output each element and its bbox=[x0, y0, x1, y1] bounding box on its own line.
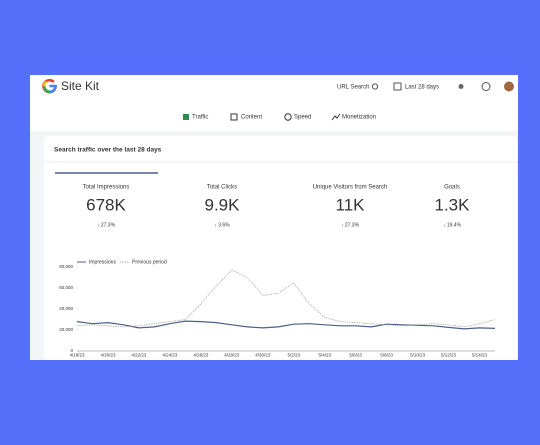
x-tick-label: 4/28/23 bbox=[224, 353, 240, 358]
x-tick-label: 4/26/23 bbox=[193, 353, 209, 358]
tab[interactable]: Monetization bbox=[342, 115, 376, 121]
line-series bbox=[76, 269, 496, 328]
tab[interactable]: Traffic bbox=[192, 115, 208, 121]
metric-label: Total Clicks bbox=[207, 185, 237, 191]
metric-change: ↓ 3.6% bbox=[214, 222, 230, 228]
x-tick-label: 5/8/23 bbox=[380, 353, 393, 358]
metric-label: Total Impressions bbox=[83, 185, 130, 191]
calendar-icon[interactable] bbox=[393, 82, 402, 91]
legend-label: Impressions bbox=[89, 259, 116, 265]
card-title: Search traffic over the last 28 days bbox=[54, 147, 162, 154]
metric-value: 9.9K bbox=[205, 195, 241, 214]
search-icon[interactable] bbox=[371, 83, 379, 90]
y-tick-label: 60,000 bbox=[59, 285, 73, 290]
tab-bar bbox=[30, 101, 518, 131]
line-series bbox=[76, 320, 496, 330]
tab[interactable]: Content bbox=[241, 115, 262, 121]
chart: 0 20,000 40,000 60,000 80,000 4/18/23 4/20/23 4… bbox=[59, 259, 496, 358]
x-tick-label: 4/22/23 bbox=[131, 353, 147, 358]
x-tick-label: 5/10/23 bbox=[410, 353, 426, 358]
google-logo bbox=[42, 78, 57, 94]
metric-change: ↓ 19.4% bbox=[443, 222, 462, 228]
x-tick-label: 5/14/23 bbox=[472, 353, 488, 358]
tab[interactable]: Speed bbox=[294, 115, 311, 121]
metric-change: ↓ 27.3% bbox=[341, 222, 360, 228]
app-title: Site Kit bbox=[61, 79, 100, 93]
add-user-icon[interactable] bbox=[458, 84, 464, 89]
x-tick-label: 5/2/23 bbox=[287, 353, 300, 358]
tab-icon bbox=[230, 113, 238, 121]
top-bar bbox=[30, 75, 518, 101]
metric-label: Goals bbox=[444, 185, 460, 191]
metric-change: ↓ 27.3% bbox=[97, 222, 116, 228]
metric-value: 11K bbox=[336, 195, 366, 214]
x-tick-label: 4/18/23 bbox=[69, 353, 85, 358]
x-tick-label: 4/20/23 bbox=[100, 353, 116, 358]
url-search[interactable]: URL Search bbox=[337, 85, 369, 91]
legend-label: Previous period bbox=[132, 259, 167, 265]
y-tick-label: 20,000 bbox=[59, 327, 73, 332]
x-tick-label: 5/6/23 bbox=[349, 353, 362, 358]
date-range[interactable]: Last 28 days bbox=[405, 85, 439, 91]
help-icon[interactable] bbox=[481, 82, 491, 91]
x-tick-label: 5/12/23 bbox=[441, 353, 457, 358]
x-tick-label: 4/30/23 bbox=[255, 353, 271, 358]
metric-value: 1.3K bbox=[435, 195, 471, 214]
card bbox=[44, 136, 517, 360]
avatar[interactable] bbox=[504, 81, 514, 92]
tab-icon bbox=[183, 114, 189, 120]
metric-value: 678K bbox=[86, 195, 126, 214]
metrics: Total Impressions 678K ↓ 27.3% Total Clicks… bbox=[83, 185, 470, 229]
tab-icon bbox=[284, 113, 292, 121]
y-tick-label: 40,000 bbox=[59, 306, 73, 311]
x-tick-label: 4/24/23 bbox=[162, 353, 178, 358]
y-tick-label: 80,000 bbox=[59, 264, 73, 269]
tab-icon bbox=[331, 113, 341, 121]
metric-label: Unique Visitors from Search bbox=[313, 185, 388, 191]
y-tick-label: 0 bbox=[70, 348, 73, 353]
x-tick-label: 5/4/23 bbox=[318, 353, 331, 358]
